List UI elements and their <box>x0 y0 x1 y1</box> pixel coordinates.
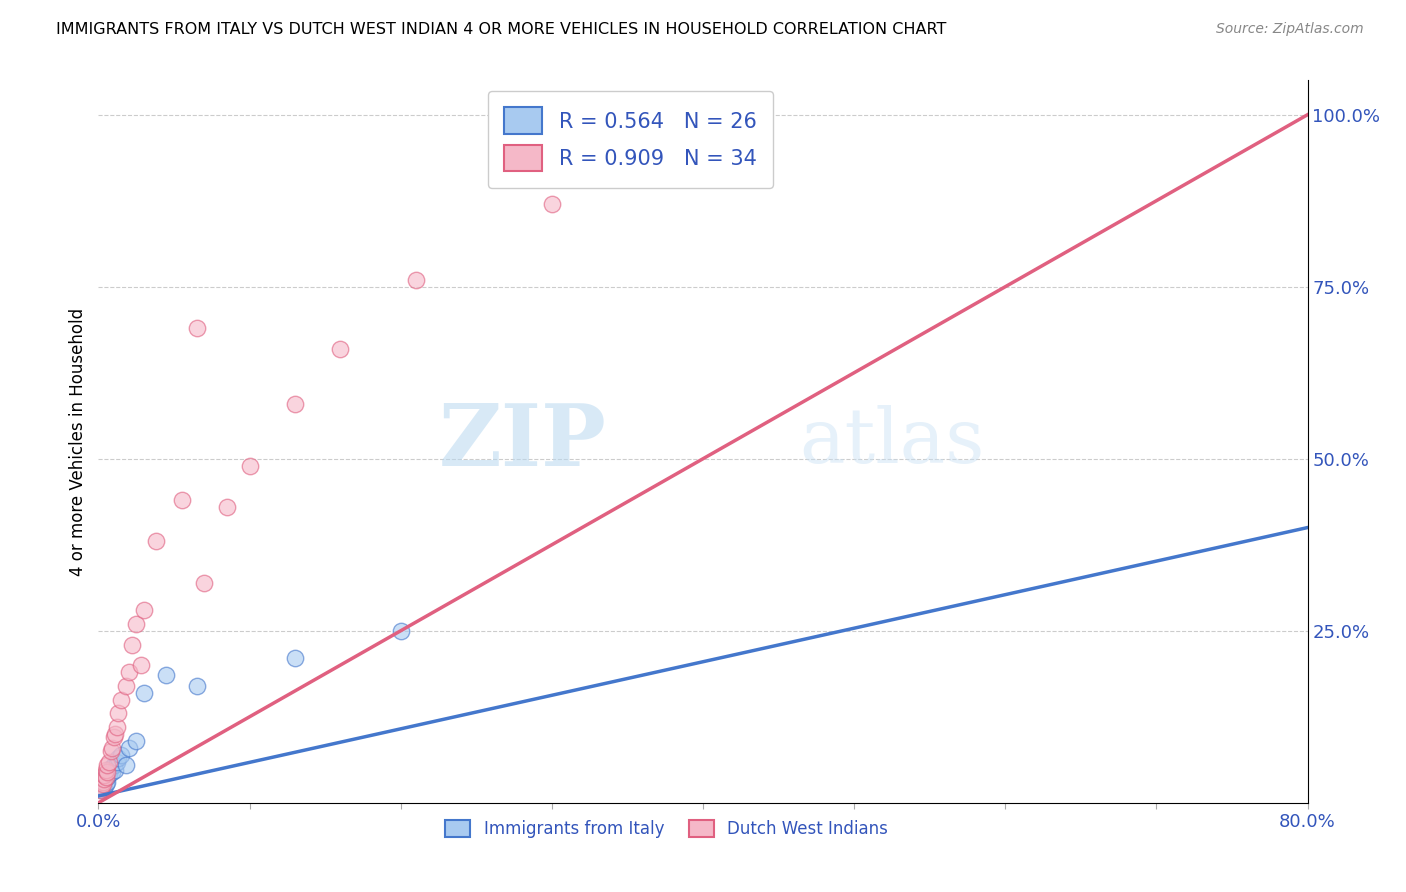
Point <box>94 763 117 777</box>
Point <box>100 761 122 775</box>
Point <box>186 679 208 693</box>
Point <box>93 772 115 786</box>
Point <box>186 321 208 335</box>
Point <box>110 747 132 762</box>
Point <box>170 493 193 508</box>
Legend: Immigrants from Italy, Dutch West Indians: Immigrants from Italy, Dutch West Indian… <box>439 814 894 845</box>
Point <box>540 197 562 211</box>
Point <box>329 342 352 356</box>
Point <box>89 782 111 797</box>
Point <box>104 763 127 777</box>
Point <box>101 740 124 755</box>
Point <box>125 616 148 631</box>
Point <box>405 273 427 287</box>
Point <box>96 775 118 789</box>
Point <box>98 767 121 781</box>
Point <box>215 500 238 514</box>
Point <box>145 534 167 549</box>
Point <box>239 458 262 473</box>
Point <box>284 651 307 665</box>
Point <box>103 758 125 772</box>
Point <box>90 780 112 795</box>
Text: Source: ZipAtlas.com: Source: ZipAtlas.com <box>1216 22 1364 37</box>
Point <box>107 706 129 721</box>
Point <box>96 770 118 784</box>
Point <box>104 727 127 741</box>
Point <box>103 731 125 745</box>
Point <box>93 780 115 795</box>
Point <box>101 764 124 779</box>
Point <box>132 603 155 617</box>
Point <box>284 397 307 411</box>
Point <box>105 755 128 769</box>
Text: IMMIGRANTS FROM ITALY VS DUTCH WEST INDIAN 4 OR MORE VEHICLES IN HOUSEHOLD CORRE: IMMIGRANTS FROM ITALY VS DUTCH WEST INDI… <box>56 22 946 37</box>
Point <box>114 679 136 693</box>
Point <box>100 744 122 758</box>
Y-axis label: 4 or more Vehicles in Household: 4 or more Vehicles in Household <box>69 308 87 575</box>
Point <box>94 768 117 782</box>
Point <box>94 776 117 790</box>
Point <box>91 776 114 790</box>
Point <box>89 783 111 797</box>
Point <box>193 575 215 590</box>
Point <box>91 775 114 789</box>
Point <box>96 764 118 779</box>
Point <box>98 755 121 769</box>
Point <box>93 768 115 782</box>
Point <box>110 692 132 706</box>
Point <box>105 720 128 734</box>
Point <box>118 740 141 755</box>
Point <box>96 758 118 772</box>
Point <box>114 758 136 772</box>
Point <box>155 668 177 682</box>
Point <box>129 658 152 673</box>
Point <box>91 779 114 793</box>
Point <box>90 783 112 797</box>
Text: ZIP: ZIP <box>439 400 606 483</box>
Point <box>93 772 115 786</box>
Point <box>389 624 412 638</box>
Point <box>121 638 143 652</box>
Point <box>132 686 155 700</box>
Point <box>94 770 117 784</box>
Point <box>91 775 114 789</box>
Text: atlas: atlas <box>800 405 986 478</box>
Point <box>118 665 141 679</box>
Point <box>107 751 129 765</box>
Point <box>125 734 148 748</box>
